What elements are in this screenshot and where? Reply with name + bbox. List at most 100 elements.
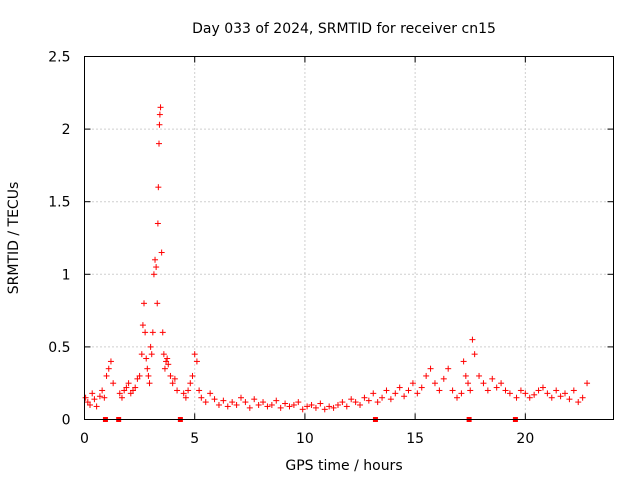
data-point [467, 387, 474, 394]
y-axis-tick-labels: 0 0.5 1 1.5 2 2.5 [48, 50, 70, 429]
data-point [339, 399, 346, 406]
data-point [101, 394, 108, 401]
data-point [539, 384, 546, 391]
data-point [146, 380, 153, 387]
data-point [157, 104, 164, 111]
data-point [502, 387, 509, 394]
data-point [357, 401, 364, 408]
data-point [268, 401, 275, 408]
data-point [476, 372, 483, 379]
data-point [153, 264, 160, 271]
y-tick-label: 1 [62, 267, 71, 283]
data-point [87, 401, 94, 408]
data-point [141, 300, 148, 307]
data-point [493, 384, 500, 391]
data-point [409, 380, 416, 387]
data-point [149, 329, 156, 336]
data-point [169, 380, 176, 387]
data-series [82, 104, 591, 422]
y-tick-label: 0 [62, 413, 71, 429]
data-point [237, 394, 244, 401]
data-point [123, 384, 130, 391]
data-point [96, 393, 103, 400]
data-point [370, 390, 377, 397]
data-point [229, 399, 236, 406]
data-point [387, 396, 394, 403]
data-point [165, 361, 172, 368]
data-point [423, 372, 430, 379]
data-point [161, 365, 168, 372]
data-point [326, 403, 333, 410]
plot-frame [84, 56, 614, 420]
data-point [330, 404, 337, 411]
data-point [202, 399, 209, 406]
data-point [260, 399, 267, 406]
data-point [562, 390, 569, 397]
data-point [506, 390, 513, 397]
x-tick-label: 20 [516, 431, 534, 447]
data-point [458, 390, 465, 397]
data-point [304, 403, 311, 410]
data-point [145, 372, 152, 379]
data-point [143, 355, 150, 362]
data-point [471, 351, 478, 358]
data-point [295, 399, 302, 406]
data-point [282, 400, 289, 407]
data-point [139, 322, 146, 329]
data-point [215, 401, 222, 408]
grid [84, 56, 614, 420]
data-point [148, 351, 155, 358]
data-point [187, 380, 194, 387]
data-point [431, 380, 438, 387]
data-point [159, 329, 166, 336]
data-point [116, 390, 123, 397]
data-point [418, 384, 425, 391]
data-point [531, 391, 538, 398]
data-point [454, 394, 461, 401]
data-point [142, 329, 149, 336]
data-point [156, 111, 163, 118]
data-point [138, 351, 145, 358]
x-axis-label: GPS time / hours [285, 458, 402, 474]
data-point [152, 256, 159, 263]
data-point [379, 394, 386, 401]
data-point [255, 401, 262, 408]
data-point [517, 387, 524, 394]
data-point [158, 249, 165, 256]
data-point [150, 271, 157, 278]
data-point [89, 390, 96, 397]
y-tick-label: 0.5 [48, 340, 70, 356]
data-point [196, 387, 203, 394]
data-point [156, 140, 163, 147]
data-point [93, 403, 100, 410]
data-point [557, 393, 564, 400]
data-point [462, 372, 469, 379]
data-point [180, 390, 187, 397]
data-point [414, 390, 421, 397]
data-point [343, 403, 350, 410]
data-point [308, 401, 315, 408]
data-point [436, 387, 443, 394]
data-point [392, 390, 399, 397]
y-tick-label: 2.5 [48, 50, 70, 66]
data-point [154, 220, 161, 227]
data-point [449, 387, 456, 394]
data-point [553, 387, 560, 394]
data-point [220, 397, 227, 404]
data-point [299, 406, 306, 413]
data-point [427, 365, 434, 372]
data-point [198, 394, 205, 401]
data-point [566, 396, 573, 403]
data-point [290, 401, 297, 408]
data-point [160, 351, 167, 358]
data-point [321, 406, 328, 413]
data-point [396, 384, 403, 391]
data-point [480, 380, 487, 387]
data-point [548, 394, 555, 401]
data-point [348, 396, 355, 403]
data-point [136, 372, 143, 379]
data-point [167, 372, 174, 379]
data-point [374, 399, 381, 406]
data-point [82, 394, 89, 401]
